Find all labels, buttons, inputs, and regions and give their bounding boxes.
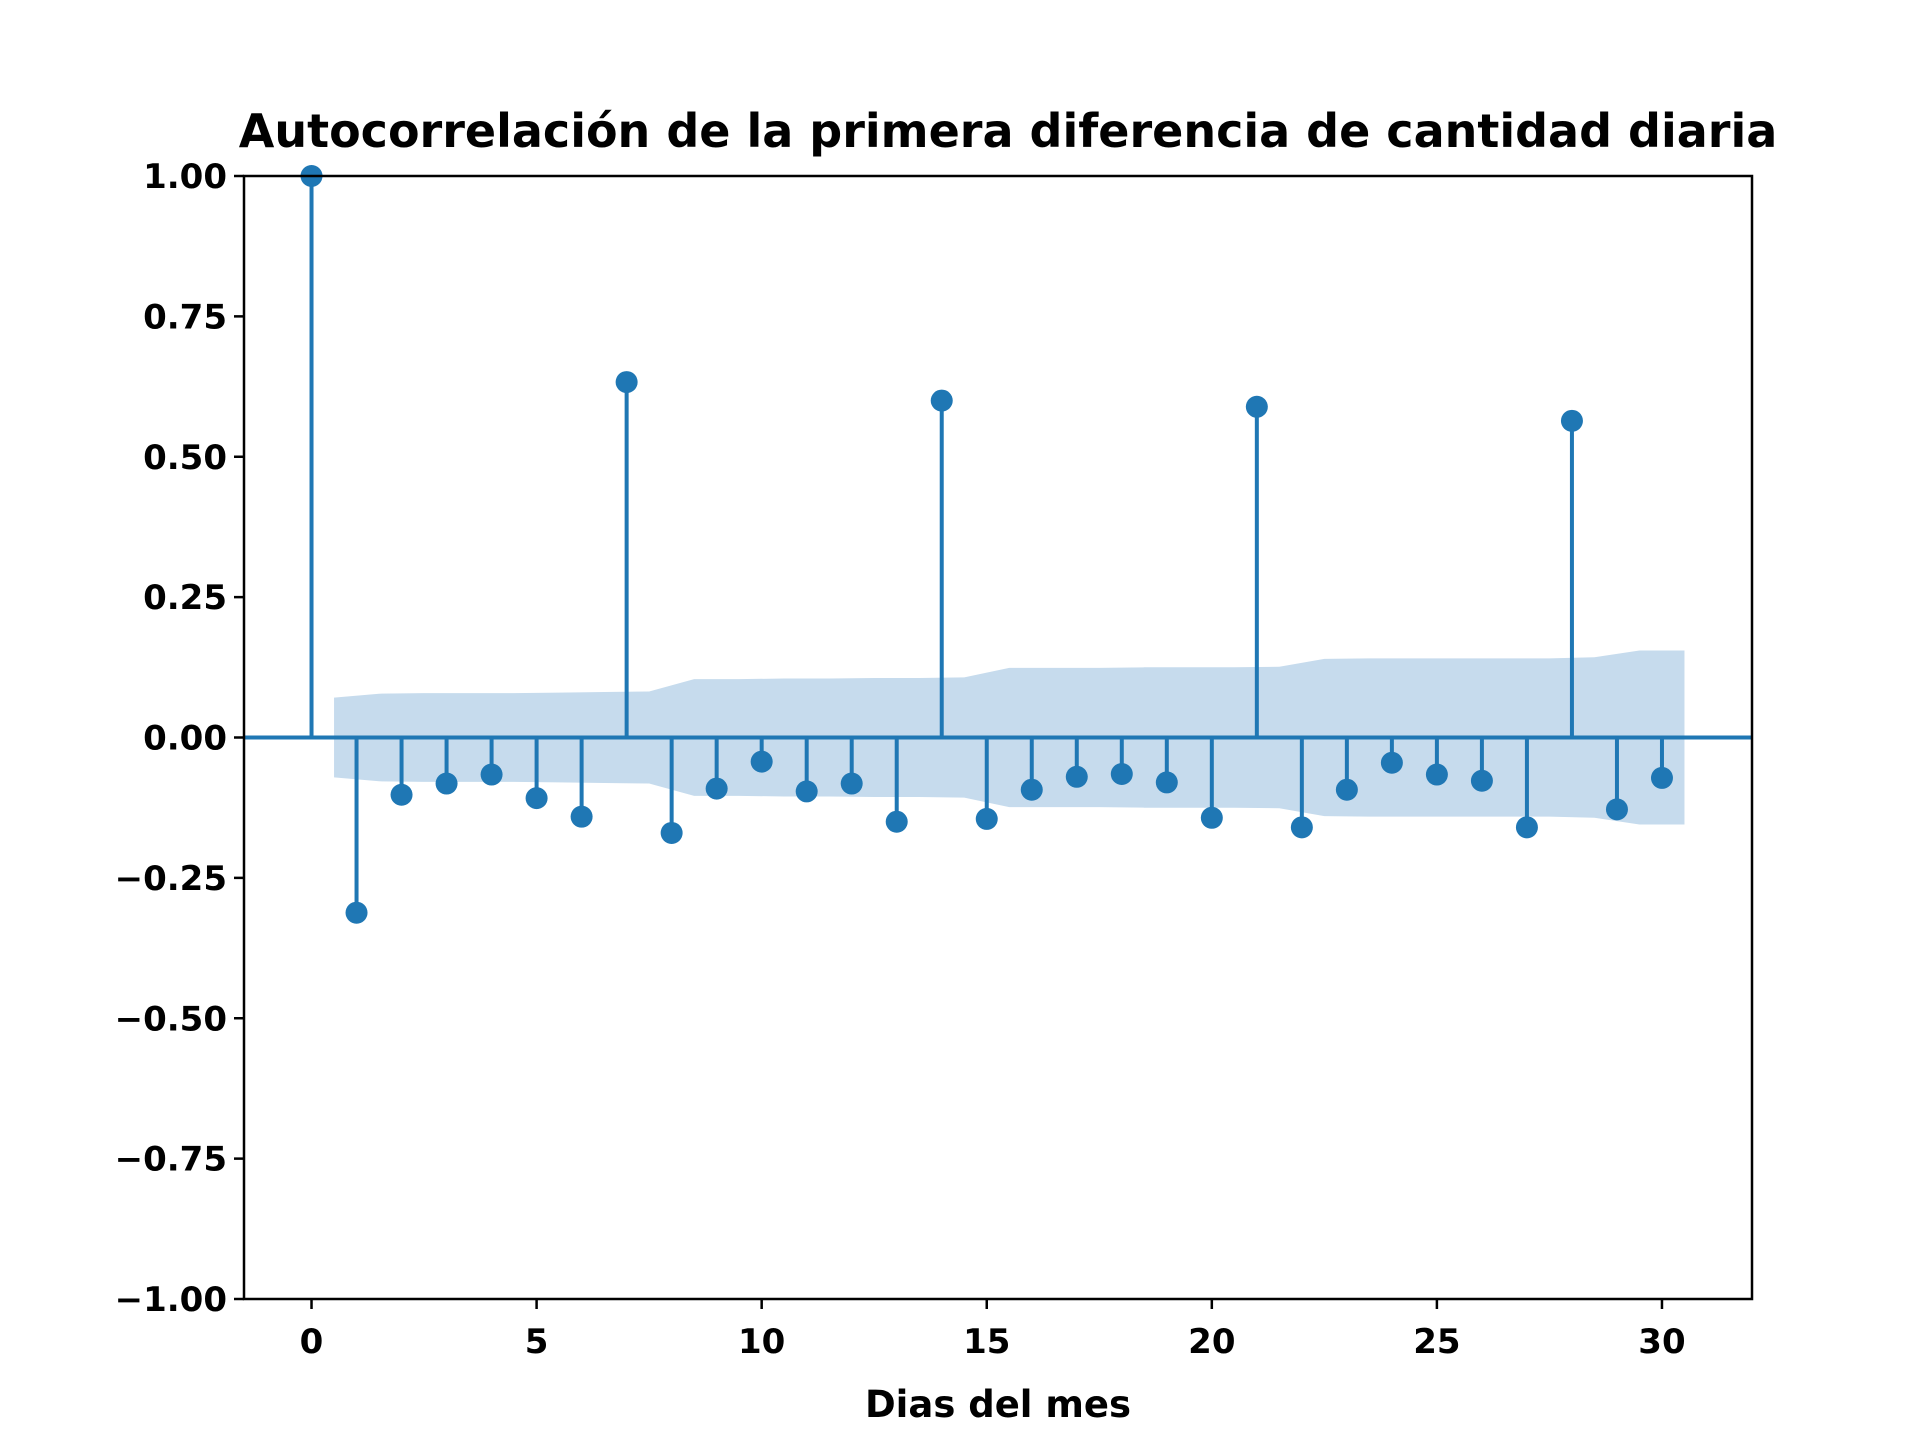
acf-point-lag-6	[570, 805, 593, 828]
y-tick-label: 0.00	[143, 719, 227, 759]
acf-point-lag-29	[1605, 798, 1628, 821]
y-tick-label: 1.00	[143, 157, 227, 197]
acf-point-lag-24	[1380, 751, 1403, 774]
acf-point-lag-20	[1200, 806, 1223, 829]
x-tick-label: 10	[738, 1322, 785, 1362]
y-tick-label: −1.00	[115, 1280, 227, 1320]
x-axis-ticks: 0 5 10 15 20 25 30	[300, 1299, 1686, 1362]
acf-point-lag-7	[615, 371, 638, 394]
y-tick-label: 0.75	[143, 297, 227, 337]
acf-point-lag-21	[1245, 395, 1268, 418]
acf-point-lag-27	[1515, 816, 1538, 839]
stems-layer	[244, 165, 1752, 924]
x-axis-label: Dias del mes	[865, 1383, 1131, 1426]
acf-point-lag-5	[525, 787, 548, 810]
x-tick-label: 15	[963, 1322, 1010, 1362]
acf-point-lag-4	[480, 763, 503, 786]
y-tick-label: −0.25	[115, 859, 227, 899]
acf-point-lag-18	[1110, 762, 1133, 785]
acf-point-lag-1	[345, 901, 368, 924]
acf-point-lag-2	[390, 783, 413, 806]
y-axis-ticks: 1.00 0.75 0.50 0.25 0.00 −0.25 −0.50 −0.75 −1.00	[115, 157, 244, 1320]
chart-title: Autocorrelación de la primera diferencia…	[239, 104, 1778, 158]
acf-point-lag-14	[930, 389, 953, 412]
acf-point-lag-22	[1290, 816, 1313, 839]
x-tick-label: 20	[1188, 1322, 1235, 1362]
x-tick-label: 30	[1638, 1322, 1685, 1362]
x-tick-label: 5	[525, 1322, 549, 1362]
y-tick-label: −0.50	[115, 999, 227, 1039]
acf-point-lag-16	[1020, 778, 1043, 801]
acf-point-lag-13	[885, 810, 908, 833]
acf-point-lag-26	[1470, 769, 1493, 792]
acf-point-lag-23	[1335, 778, 1358, 801]
acf-point-lag-10	[750, 750, 773, 773]
acf-point-lag-28	[1560, 409, 1583, 432]
acf-point-lag-9	[705, 777, 728, 800]
acf-point-lag-12	[840, 772, 863, 795]
acf-point-lag-25	[1425, 763, 1448, 786]
y-tick-label: −0.75	[115, 1140, 227, 1180]
acf-point-lag-17	[1065, 765, 1088, 788]
acf-point-lag-30	[1650, 766, 1673, 789]
y-tick-label: 0.25	[143, 578, 227, 618]
acf-point-lag-8	[660, 821, 683, 844]
acf-point-lag-19	[1155, 771, 1178, 794]
x-tick-label: 0	[300, 1322, 324, 1362]
acf-point-lag-11	[795, 780, 818, 803]
acf-point-lag-3	[435, 772, 458, 795]
acf-point-lag-15	[975, 807, 998, 830]
x-tick-label: 25	[1413, 1322, 1460, 1362]
y-tick-label: 0.50	[143, 438, 227, 478]
